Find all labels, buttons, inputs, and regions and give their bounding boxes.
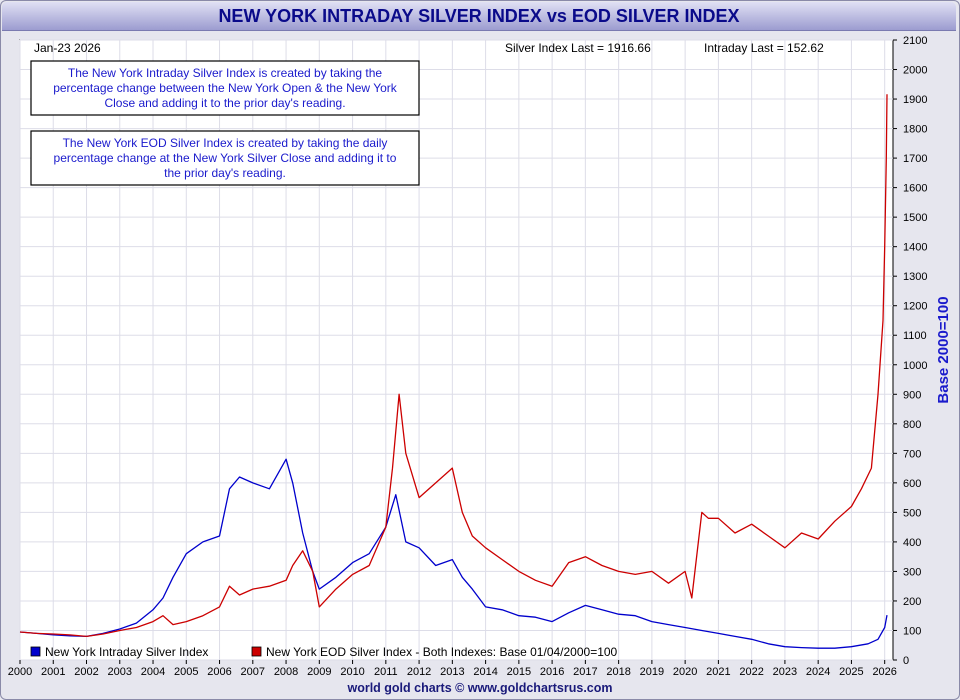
y-tick-label: 1300: [903, 271, 927, 283]
intraday-last: Intraday Last = 152.62: [704, 41, 824, 55]
x-tick-label: 2008: [274, 666, 298, 678]
y-tick-label: 2100: [903, 35, 927, 47]
x-tick-label: 2006: [207, 666, 231, 678]
x-tick-label: 2012: [407, 666, 431, 678]
note-box-eod: [30, 130, 420, 186]
legend-label-eod-name: New York EOD Silver Index: [266, 645, 412, 659]
series-lines: [19, 94, 888, 649]
x-tick-label: 2002: [74, 666, 98, 678]
y-tick-label: 0: [903, 655, 909, 667]
x-tick-label: 2019: [640, 666, 664, 678]
y-tick-label: 300: [903, 566, 921, 578]
x-tick-label: 2005: [174, 666, 198, 678]
x-tick-label: 2017: [573, 666, 597, 678]
series-line-eod: [19, 94, 888, 638]
note-eod-line-3: the prior day's reading.: [164, 166, 286, 180]
footer-credit: world gold charts © www.goldchartsrus.co…: [347, 681, 613, 695]
note-box-intraday: [30, 60, 420, 116]
title-bar: NEW YORK INTRADAY SILVER INDEX vs EOD SI…: [2, 2, 956, 31]
legend-swatch-eod: [251, 646, 262, 657]
x-tick-label: 2023: [773, 666, 797, 678]
y-tick-label: 400: [903, 537, 921, 549]
note-intraday-line-3: Close and adding it to the prior day's r…: [104, 96, 345, 110]
y-tick-label: 1200: [903, 301, 927, 313]
y-tick-label: 1800: [903, 124, 927, 136]
x-tick-label: 2020: [673, 666, 697, 678]
note-intraday-line-1: The New York Intraday Silver Index is cr…: [68, 66, 382, 80]
y-tick-label: 700: [903, 448, 921, 460]
x-tick-label: 2007: [241, 666, 265, 678]
x-tick-label: 2024: [806, 666, 830, 678]
x-tick-label: 2014: [473, 666, 497, 678]
x-tick-label: 2004: [141, 666, 165, 678]
y-axis-label: Base 2000=100: [935, 296, 952, 403]
y-tick-label: 2000: [903, 65, 927, 77]
y-tick-label: 200: [903, 596, 921, 608]
x-tick-label: 2010: [340, 666, 364, 678]
y-tick-label: 1500: [903, 212, 927, 224]
note-eod-line-1: The New York EOD Silver Index is created…: [63, 136, 388, 150]
date-label: Jan-23 2026: [34, 41, 101, 55]
note-intraday-line-2: percentage change between the New York O…: [53, 81, 398, 95]
y-tick-label: 1400: [903, 242, 927, 254]
y-tick-label: 900: [903, 389, 921, 401]
x-tick-label: 2013: [440, 666, 464, 678]
x-tick-label: 2015: [507, 666, 531, 678]
x-tick-label: 2011: [374, 666, 398, 678]
x-tick-label: 2003: [108, 666, 132, 678]
x-tick-label: 2001: [41, 666, 65, 678]
x-axis: 2000 2001 2002 2003 2004 2005 2006 2007 2008 2009…: [8, 660, 897, 678]
x-tick-label: 2000: [8, 666, 32, 678]
y-tick-label: 1600: [903, 183, 927, 195]
silver-index-last: Silver Index Last = 1916.66: [505, 41, 651, 55]
y-tick-label: 800: [903, 419, 921, 431]
legend-note: Both Indexes: Base 01/04/2000=100: [423, 645, 618, 659]
note-eod-line-2: percentage change at the New York Silver…: [54, 151, 397, 165]
y-tick-label: 1100: [903, 330, 927, 342]
y-tick-label: 100: [903, 625, 921, 637]
y-tick-label: 1700: [903, 153, 927, 165]
x-tick-label: 2016: [540, 666, 564, 678]
x-tick-label: 2022: [739, 666, 763, 678]
x-tick-label: 2021: [706, 666, 730, 678]
legend-swatch-intraday: [30, 646, 41, 657]
y-tick-label: 1000: [903, 360, 927, 372]
x-tick-label: 2025: [839, 666, 863, 678]
y-axis: 0 100 200 300 400 500 600 700 800 900 1000 1100 1200…: [893, 35, 927, 667]
y-tick-label: 600: [903, 478, 921, 490]
y-tick-label: 500: [903, 507, 921, 519]
x-tick-label: 2009: [307, 666, 331, 678]
x-tick-label: 2018: [606, 666, 630, 678]
series-line-intraday: [19, 458, 888, 649]
legend-label-eod: New York EOD Silver Index - Both Indexes…: [266, 645, 618, 659]
chart-title: NEW YORK INTRADAY SILVER INDEX vs EOD SI…: [218, 6, 740, 26]
legend-label-intraday: New York Intraday Silver Index: [45, 645, 208, 659]
y-tick-label: 1900: [903, 94, 927, 106]
x-tick-label: 2026: [872, 666, 896, 678]
